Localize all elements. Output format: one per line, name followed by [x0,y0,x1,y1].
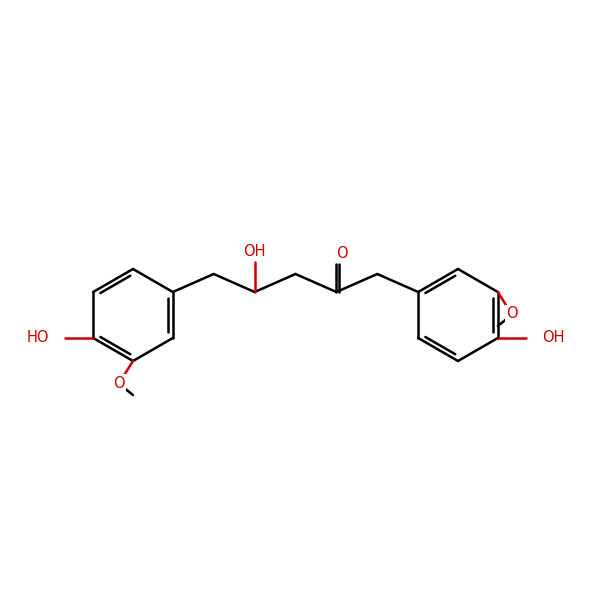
Text: HO: HO [26,331,49,346]
Text: O: O [337,247,348,262]
Text: O: O [506,307,518,322]
Text: O: O [113,376,125,391]
Text: OH: OH [542,331,565,346]
Text: OH: OH [244,245,266,259]
